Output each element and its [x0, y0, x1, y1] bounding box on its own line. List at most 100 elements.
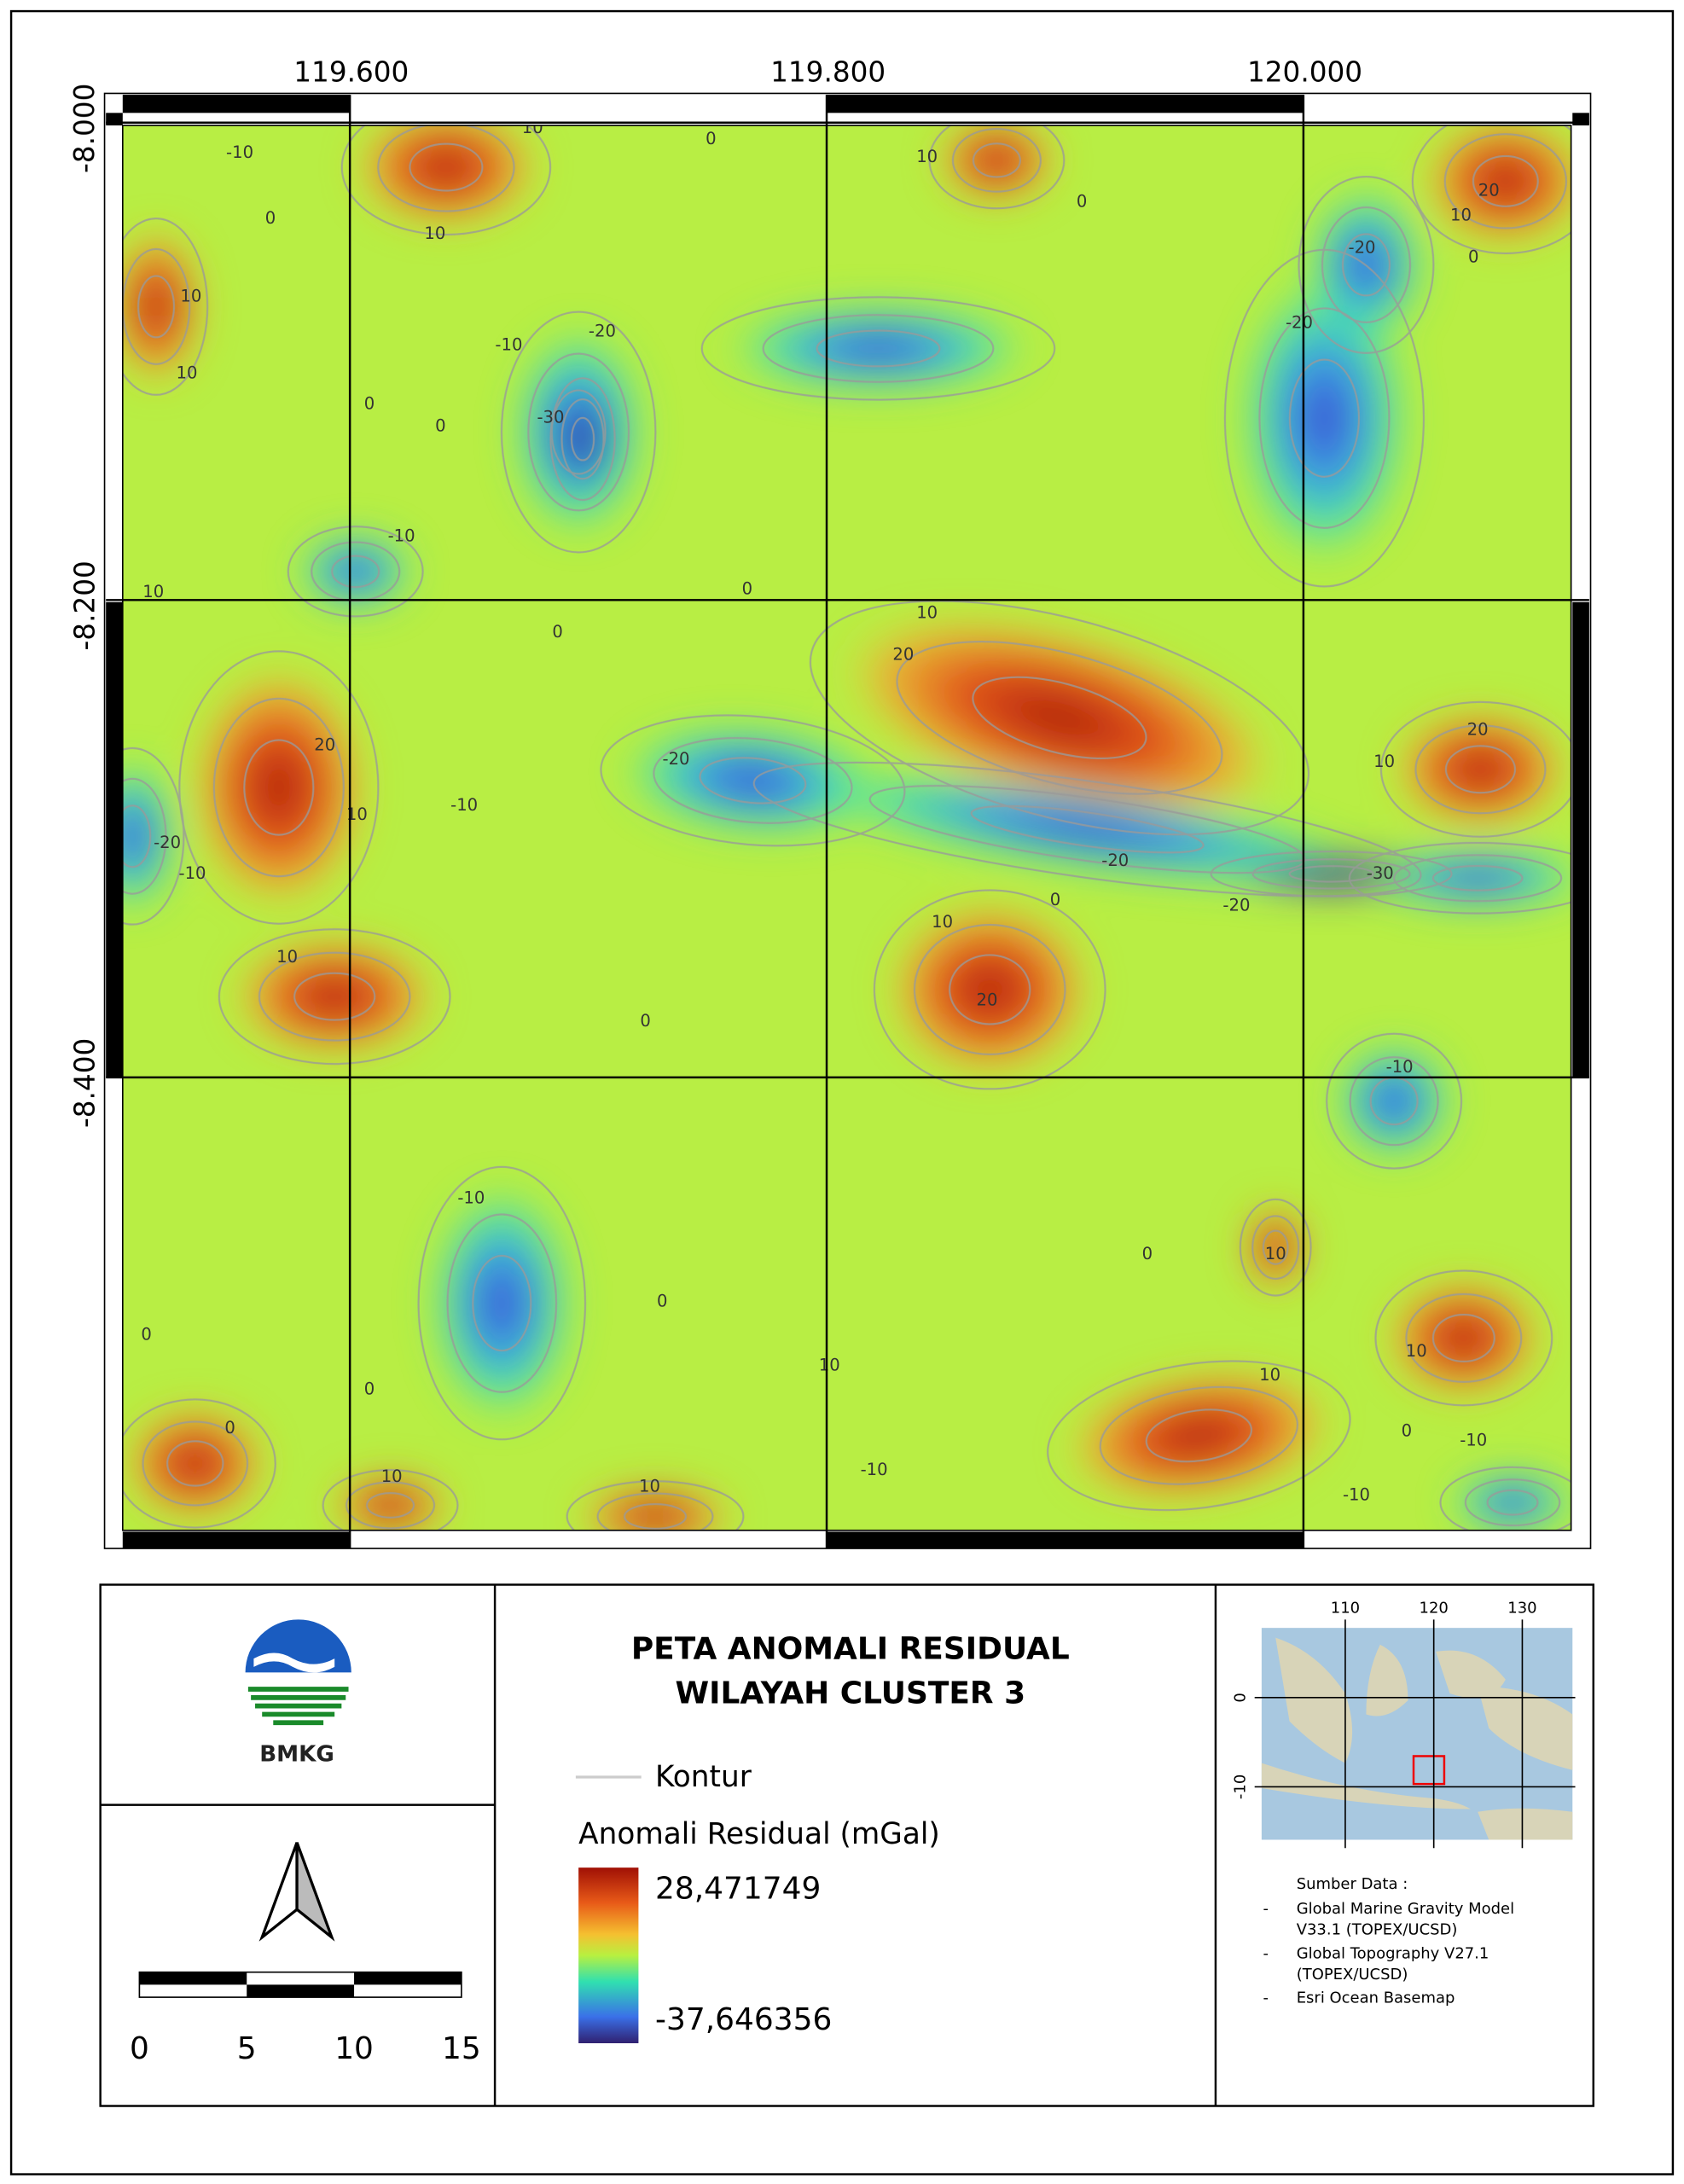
scale-label: 0 [130, 2031, 149, 2066]
contour-line [500, 311, 657, 554]
contour-line [873, 889, 1106, 1090]
inset-extent [1412, 1755, 1446, 1786]
inset-x-label: 110 [1331, 1599, 1360, 1617]
contour-line [417, 1165, 587, 1441]
frame-bar [1572, 601, 1589, 1077]
contour-label: -20 [1349, 237, 1376, 257]
contour-label: 20 [976, 990, 997, 1009]
anomaly-blob [1386, 1279, 1541, 1397]
source-line: V33.1 (TOPEX/UCSD) [1297, 1921, 1458, 1939]
contour-line [1341, 233, 1391, 297]
x-tick-label: 120.000 [1247, 56, 1362, 89]
contour-line [258, 951, 411, 1042]
contour-line [122, 777, 167, 895]
contour-line [560, 398, 605, 480]
anomaly-blob [1067, 1370, 1331, 1501]
contour-line [212, 697, 345, 878]
source-bullet: - [1263, 1900, 1268, 1918]
anomaly-blob [1227, 854, 1437, 894]
contour-label: 0 [742, 579, 752, 599]
colorbar-max: 28,471749 [655, 1871, 821, 1906]
anomaly-map: -10 10 0 10 0 20 10 0 0 10 -20 10 -10 -20 -20 10 0 0 -30 -1… [122, 118, 1571, 1531]
contour-line [624, 1503, 688, 1530]
contour-line [243, 739, 315, 836]
graticule: 119.600 119.800 120.000 -8.000 -8.200 -8.400 [68, 56, 1589, 1549]
contour-label: -10 [226, 142, 253, 162]
contour-line [409, 142, 484, 192]
source-line: Global Topography V27.1 [1297, 1944, 1489, 1962]
source-item: Esri Ocean Basemap [1297, 1989, 1455, 2007]
map-title: WILAYAH CLUSTER 3 [675, 1676, 1025, 1711]
anomaly-blob [1335, 1043, 1453, 1160]
contour-label: 10 [1406, 1341, 1427, 1361]
source-item: Global Topography V27.1 (TOPEX/UCSD) [1297, 1944, 1489, 1984]
anomaly-blob [1245, 1205, 1307, 1290]
contour-line [1405, 1292, 1523, 1383]
contour-label: -10 [178, 863, 206, 883]
contour-line [1262, 1229, 1289, 1265]
anomaly-field [122, 125, 1571, 1531]
contour-line [346, 1481, 436, 1530]
contour-label: -20 [1222, 895, 1250, 915]
scale-label: 10 [334, 2031, 374, 2066]
contour-label: -20 [663, 749, 690, 769]
anomaly-blob [620, 723, 886, 838]
contour-line [142, 1420, 249, 1507]
contour-label: 0 [224, 1418, 235, 1438]
contour-line [1439, 1466, 1571, 1531]
contour-label: -10 [450, 795, 478, 815]
contour-label: -10 [1386, 1057, 1414, 1077]
inset-x-label: 120 [1420, 1599, 1449, 1617]
contour-line [1393, 854, 1563, 903]
colorbar-title: Anomali Residual (mGal) [578, 1817, 940, 1851]
y-tick-label: -8.000 [68, 84, 101, 173]
scale-label: 15 [442, 2031, 481, 2066]
contour-line [1374, 1269, 1553, 1407]
anomaly-blob [355, 125, 537, 226]
contour-line [340, 125, 552, 235]
contour-line [1431, 864, 1524, 892]
contour-line [1258, 307, 1391, 529]
anomaly-blob [843, 616, 1276, 820]
contour-line [122, 746, 185, 926]
north-arrow [258, 1842, 335, 1942]
y-tick-label: -8.200 [68, 561, 101, 650]
contour-label: -20 [154, 833, 181, 852]
anomaly-blob [1238, 271, 1411, 565]
contour-line [527, 352, 630, 512]
scale-label: 5 [237, 2031, 257, 2066]
logo-text: BMKG [259, 1741, 334, 1767]
contour-label: 10 [381, 1467, 403, 1486]
frame-bar [122, 95, 351, 113]
contour-line [287, 526, 424, 618]
contour-label: 10 [142, 582, 164, 601]
source-list: - Global Marine Gravity Model V33.1 (TOPEX… [1263, 1900, 1514, 2007]
contour-line [951, 128, 1042, 193]
contour-labels: -10 10 0 10 0 20 10 0 0 10 -20 10 -10 -20 -20 10 0 0 -30 -1… [141, 118, 1499, 1504]
contour-line [816, 329, 941, 368]
contour-line [970, 804, 1205, 854]
contour-line [913, 923, 1066, 1055]
anomaly-blob [724, 304, 1032, 393]
contour-label: -10 [388, 526, 415, 545]
scale-seg [354, 1972, 462, 1985]
contour-label: -20 [1101, 851, 1129, 870]
contour-label: -20 [589, 321, 616, 340]
contour-line [1472, 154, 1539, 207]
source-heading: Sumber Data : [1297, 1875, 1408, 1893]
source-line: Esri Ocean Basemap [1297, 1989, 1455, 2007]
scale-seg [247, 1984, 355, 1998]
inset-land [1261, 1637, 1573, 1840]
contour-label: 10 [819, 1356, 840, 1375]
colorbar [578, 1867, 639, 2043]
contour-label: 0 [657, 1291, 667, 1310]
contour-label: 0 [265, 208, 276, 228]
page-border [9, 9, 1675, 2175]
bmkg-logo: BMKG [245, 1619, 351, 1767]
contour-label: 10 [522, 118, 543, 137]
contour-line [1251, 858, 1411, 890]
contour-line [700, 296, 1056, 401]
anomaly-blob [234, 938, 435, 1055]
contour-label: 0 [706, 129, 716, 148]
